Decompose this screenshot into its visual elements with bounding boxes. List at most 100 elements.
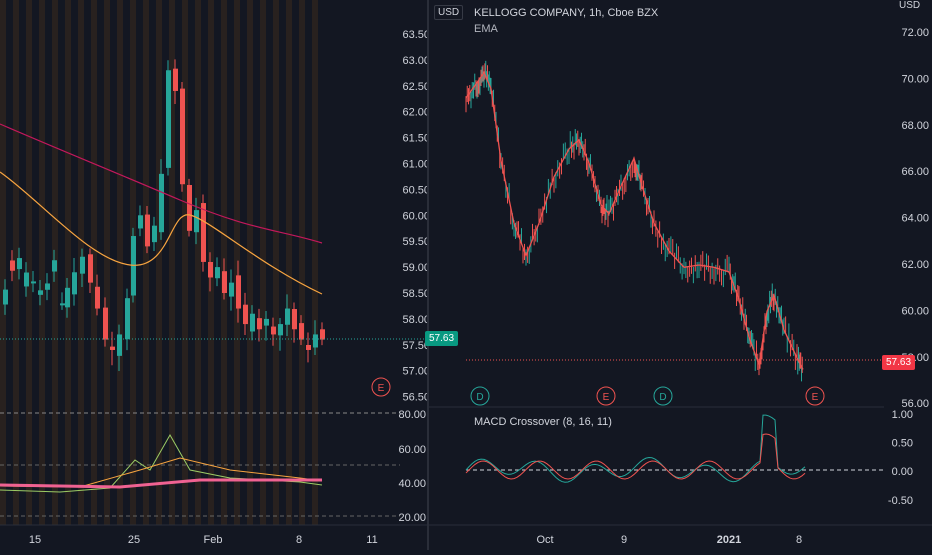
left-osc-tick: 60.00	[398, 444, 426, 456]
candle-body	[229, 282, 234, 297]
session-stripe	[104, 0, 110, 525]
candle-body	[243, 304, 248, 325]
macd-tick: 0.00	[892, 466, 913, 478]
oscillator-ma	[0, 478, 322, 489]
candle-body	[145, 214, 150, 247]
candle-body	[38, 290, 43, 295]
candle-body	[103, 307, 108, 340]
candle-body	[60, 303, 65, 306]
candle-body	[166, 70, 171, 168]
currency-badge[interactable]: USD	[434, 5, 464, 20]
candle-body	[215, 267, 220, 279]
left-price-tick: 56.50	[402, 392, 428, 404]
session-stripe	[156, 0, 162, 525]
session-stripe	[299, 0, 305, 525]
left-price-tick: 58.50	[402, 288, 428, 300]
left-last-price-tag: 57.63	[425, 331, 459, 346]
right-time-label: Oct	[536, 534, 553, 546]
macd-signal-line	[465, 433, 806, 480]
candle-body	[292, 309, 297, 330]
left-time-label: Feb	[204, 534, 223, 546]
macd-tick: 1.00	[892, 409, 913, 421]
left-osc-tick: 20.00	[398, 512, 426, 524]
candle-body	[17, 258, 22, 270]
indicator-label[interactable]: EMA	[474, 23, 498, 35]
event-marker-label: E	[812, 392, 819, 403]
session-stripe	[195, 0, 201, 525]
session-stripe	[247, 0, 253, 525]
candle-body	[138, 215, 143, 229]
candle-body	[24, 272, 29, 287]
left-chart-svg[interactable]: 63.50 63.00 62.50 62.00 61.50 61.00 60.50 60.00…	[0, 0, 430, 550]
session-stripe	[26, 0, 32, 525]
candle-body	[31, 281, 36, 284]
right-price-tick: 64.00	[901, 213, 929, 225]
session-stripe	[169, 0, 175, 525]
session-stripe	[0, 0, 6, 525]
candle-body	[88, 254, 93, 283]
right-price-tick: 70.00	[901, 73, 929, 85]
candle-body	[80, 256, 85, 274]
candle-body	[250, 313, 255, 332]
left-price-tick: 62.00	[402, 107, 428, 119]
event-marker-label: E	[603, 392, 610, 403]
candle-body	[271, 326, 276, 335]
candle-body	[257, 318, 262, 330]
left-time-label: 25	[128, 534, 140, 546]
left-price-tick: 60.50	[402, 184, 428, 196]
left-price-tick: 59.00	[402, 262, 428, 274]
candle-body	[125, 298, 130, 340]
left-price-tick: 61.00	[402, 159, 428, 171]
left-price-tick: 62.50	[402, 81, 428, 93]
candle-body	[65, 287, 70, 308]
session-stripe	[286, 0, 292, 525]
candle-body	[313, 334, 318, 348]
candle-body	[95, 286, 100, 309]
right-chart-svg[interactable]: 72.0070.0068.0066.0064.0062.0060.0058.00…	[429, 0, 932, 550]
candle-body	[3, 289, 8, 305]
session-stripe	[260, 0, 266, 525]
right-price-tick: 66.00	[901, 166, 929, 178]
candle-body	[110, 346, 115, 350]
earnings-label: E	[378, 383, 385, 394]
left-price-tick: 61.50	[402, 133, 428, 145]
event-marker-label: D	[476, 392, 483, 403]
left-price-tick: 57.00	[402, 366, 428, 378]
session-stripe	[39, 0, 45, 525]
left-chart-pane[interactable]: 63.50 63.00 62.50 62.00 61.50 61.00 60.50 60.00…	[0, 0, 430, 550]
candle-body	[52, 260, 57, 272]
earnings-marker	[371, 377, 391, 397]
candle-body	[45, 283, 50, 290]
right-price-tick: 72.00	[901, 27, 929, 39]
last-price-tag: 57.63	[882, 355, 916, 370]
macd-tick: 0.50	[892, 438, 913, 450]
macd-tick: -0.50	[888, 495, 913, 507]
right-time-label: 9	[621, 534, 627, 546]
right-price-tick: 60.00	[901, 305, 929, 317]
left-time-label: 15	[29, 534, 41, 546]
candle-body	[201, 203, 206, 262]
candle-body	[236, 275, 241, 309]
left-price-tick: 60.00	[402, 210, 428, 222]
candle-body	[180, 88, 185, 185]
session-stripe	[65, 0, 71, 525]
right-axis-currency: USD	[899, 0, 921, 11]
event-marker	[470, 386, 490, 406]
right-chart-pane[interactable]: 72.00 70.00 68.00 66.00 64.00 62.00 60.00 58.00…	[429, 0, 932, 550]
session-stripe	[182, 0, 188, 525]
left-price-tick: 59.50	[402, 236, 428, 248]
macd-title[interactable]: MACD Crossover (8, 16, 11)	[474, 416, 612, 428]
candle-body	[320, 329, 325, 340]
session-stripe	[273, 0, 279, 525]
pane-divider[interactable]	[427, 0, 429, 550]
left-price-tick: 58.00	[402, 314, 428, 326]
candle-body	[72, 272, 77, 295]
left-price-tick: 57.50	[402, 340, 428, 352]
right-price-tick: 62.00	[901, 259, 929, 271]
candle-body	[159, 173, 164, 233]
candle-body	[278, 324, 283, 336]
candle-body	[299, 323, 304, 340]
left-time-label: 11	[366, 534, 377, 546]
event-marker	[805, 386, 825, 406]
session-stripe	[312, 0, 318, 525]
